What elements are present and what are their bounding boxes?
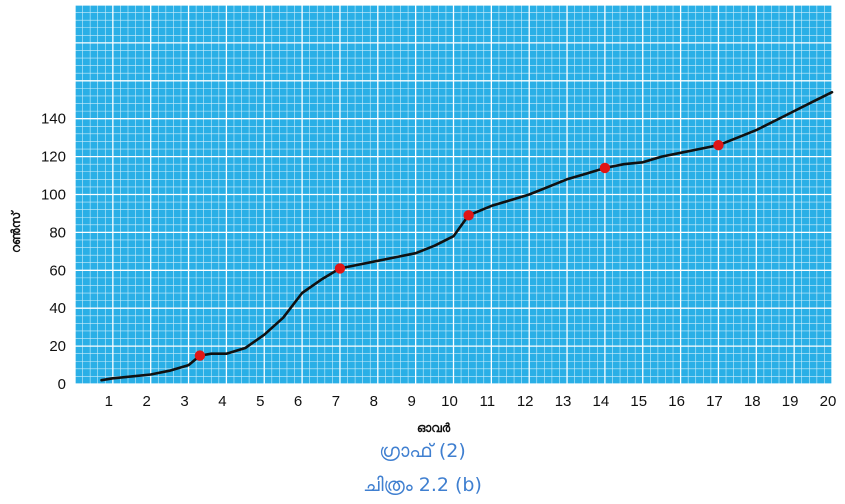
y-tick-labels: 0 20 40 60 80 100 120 140: [41, 111, 66, 393]
highlight-point: [334, 263, 346, 274]
x-tick-label: 4: [218, 393, 226, 410]
highlight-point: [599, 162, 611, 174]
x-tick-label: 8: [370, 393, 378, 410]
highlight-point: [713, 140, 724, 151]
x-tick-label: 9: [407, 393, 415, 410]
graph-caption: ഗ്രാഫ് (2): [379, 440, 466, 462]
grid: [74, 4, 833, 385]
y-tick-label: 80: [49, 224, 66, 241]
highlighted-points: [194, 140, 724, 361]
y-tick-label: 140: [41, 111, 66, 128]
x-tick-label: 18: [744, 393, 761, 410]
y-tick-label: 60: [49, 262, 66, 279]
x-tick-label: 16: [668, 393, 685, 410]
x-tick-label: 3: [180, 393, 188, 410]
x-tick-label: 19: [782, 393, 799, 410]
y-tick-label: 120: [41, 149, 66, 166]
highlight-point: [463, 210, 474, 221]
x-tick-label: 15: [630, 393, 647, 410]
x-tick-label: 17: [706, 393, 723, 410]
y-tick-label: 40: [49, 300, 66, 317]
x-tick-label: 5: [256, 393, 264, 410]
x-tick-label: 12: [517, 393, 534, 410]
x-tick-label: 6: [294, 393, 302, 410]
x-tick-label: 2: [143, 393, 151, 410]
x-tick-label: 14: [593, 393, 610, 410]
x-tick-label: 11: [480, 393, 496, 410]
x-tick-label: 10: [441, 393, 458, 410]
x-tick-labels: 1 2 3 4 5 6 7 8 9 10 11 12 13 14 15 16 17 18 19 20: [105, 393, 837, 410]
x-axis-label: ഓവർ: [417, 421, 451, 435]
x-tick-label: 13: [555, 393, 572, 410]
line-chart: 1 2 3 4 5 6 7 8 9 10 11 12 13 14 15 16 17 18 19 20 02040608…: [9, 4, 837, 435]
x-tick-label: 7: [332, 393, 340, 410]
y-tick-label: 100: [41, 187, 66, 204]
x-tick-label: 20: [820, 393, 837, 410]
x-tick-label: 1: [105, 393, 113, 410]
y-tick-label: 20: [49, 338, 66, 355]
highlight-point: [194, 350, 206, 361]
series-line: [100, 90, 834, 382]
y-tick-label: 0: [58, 376, 66, 393]
y-axis-label: റൺസ്: [9, 210, 23, 253]
figure-caption: ചിത്രം 2.2 (b): [363, 474, 482, 496]
